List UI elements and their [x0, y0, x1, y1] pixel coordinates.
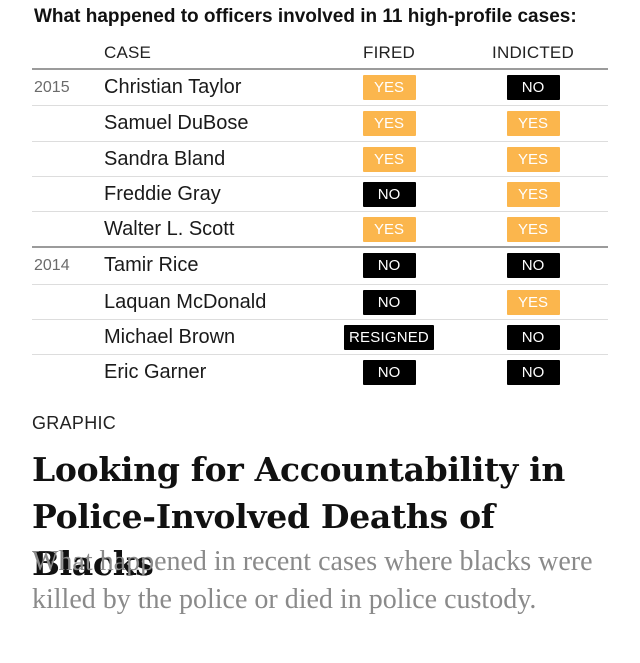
fired-badge: NO	[362, 181, 416, 207]
fired-badge: YES	[362, 146, 416, 172]
case-name: Sandra Bland	[104, 147, 226, 170]
indicted-badge: YES	[506, 146, 560, 172]
indicted-badge: YES	[506, 181, 560, 207]
table-row: 2014 Tamir Rice NO NO	[32, 248, 608, 283]
column-header-indicted: INDICTED	[492, 43, 574, 62]
table-row: Michael Brown RESIGNED NO	[32, 318, 608, 354]
year-label: 2014	[34, 257, 70, 275]
indicted-badge: NO	[506, 360, 560, 385]
fired-badge: NO	[362, 289, 416, 315]
cases-table: CASE FIRED INDICTED 2015 Christian Taylo…	[32, 36, 608, 389]
section-kicker[interactable]: GRAPHIC	[32, 413, 117, 433]
year-group-2014: 2014 Tamir Rice NO NO Laquan McDonald NO…	[32, 246, 608, 389]
table-title: What happened to officers involved in 11…	[34, 6, 577, 27]
case-name: Samuel DuBose	[104, 112, 249, 135]
indicted-badge: NO	[506, 253, 560, 279]
year-label: 2015	[34, 79, 70, 96]
indicted-badge: YES	[506, 289, 560, 315]
case-name: Christian Taylor	[104, 76, 242, 98]
column-header-fired: FIRED	[363, 43, 415, 62]
table-row: 2015 Christian Taylor YES NO	[32, 70, 608, 105]
table-row: Laquan McDonald NO YES	[32, 283, 608, 319]
case-name: Laquan McDonald	[104, 290, 267, 313]
fired-badge: YES	[362, 111, 416, 137]
fired-badge: NO	[362, 253, 416, 279]
table-row: Samuel DuBose YES YES	[32, 105, 608, 140]
article-summary: What happened in recent cases where blac…	[32, 546, 593, 615]
table-row: Sandra Bland YES YES	[32, 140, 608, 176]
fired-badge: YES	[362, 217, 416, 242]
indicted-badge: NO	[506, 324, 560, 350]
table-row: Eric Garner NO NO	[32, 354, 608, 389]
case-name: Tamir Rice	[104, 254, 199, 277]
case-name: Michael Brown	[104, 325, 236, 348]
case-name: Eric Garner	[104, 361, 207, 383]
column-header-case: CASE	[104, 43, 152, 62]
indicted-badge: YES	[506, 217, 560, 242]
year-group-2015: 2015 Christian Taylor YES NO Samuel DuBo…	[32, 70, 608, 246]
fired-badge: RESIGNED	[344, 324, 434, 350]
case-name: Freddie Gray	[104, 182, 221, 205]
case-name: Walter L. Scott	[104, 218, 235, 240]
table-header-row: CASE FIRED INDICTED	[32, 36, 608, 70]
indicted-badge: NO	[506, 75, 560, 100]
fired-badge: NO	[362, 360, 416, 385]
table-row: Freddie Gray NO YES	[32, 175, 608, 211]
article-headline[interactable]: Looking for Accountability in Police-Inv…	[32, 450, 566, 583]
fired-badge: YES	[362, 75, 416, 100]
indicted-badge: YES	[506, 111, 560, 137]
table-row: Walter L. Scott YES YES	[32, 211, 608, 246]
